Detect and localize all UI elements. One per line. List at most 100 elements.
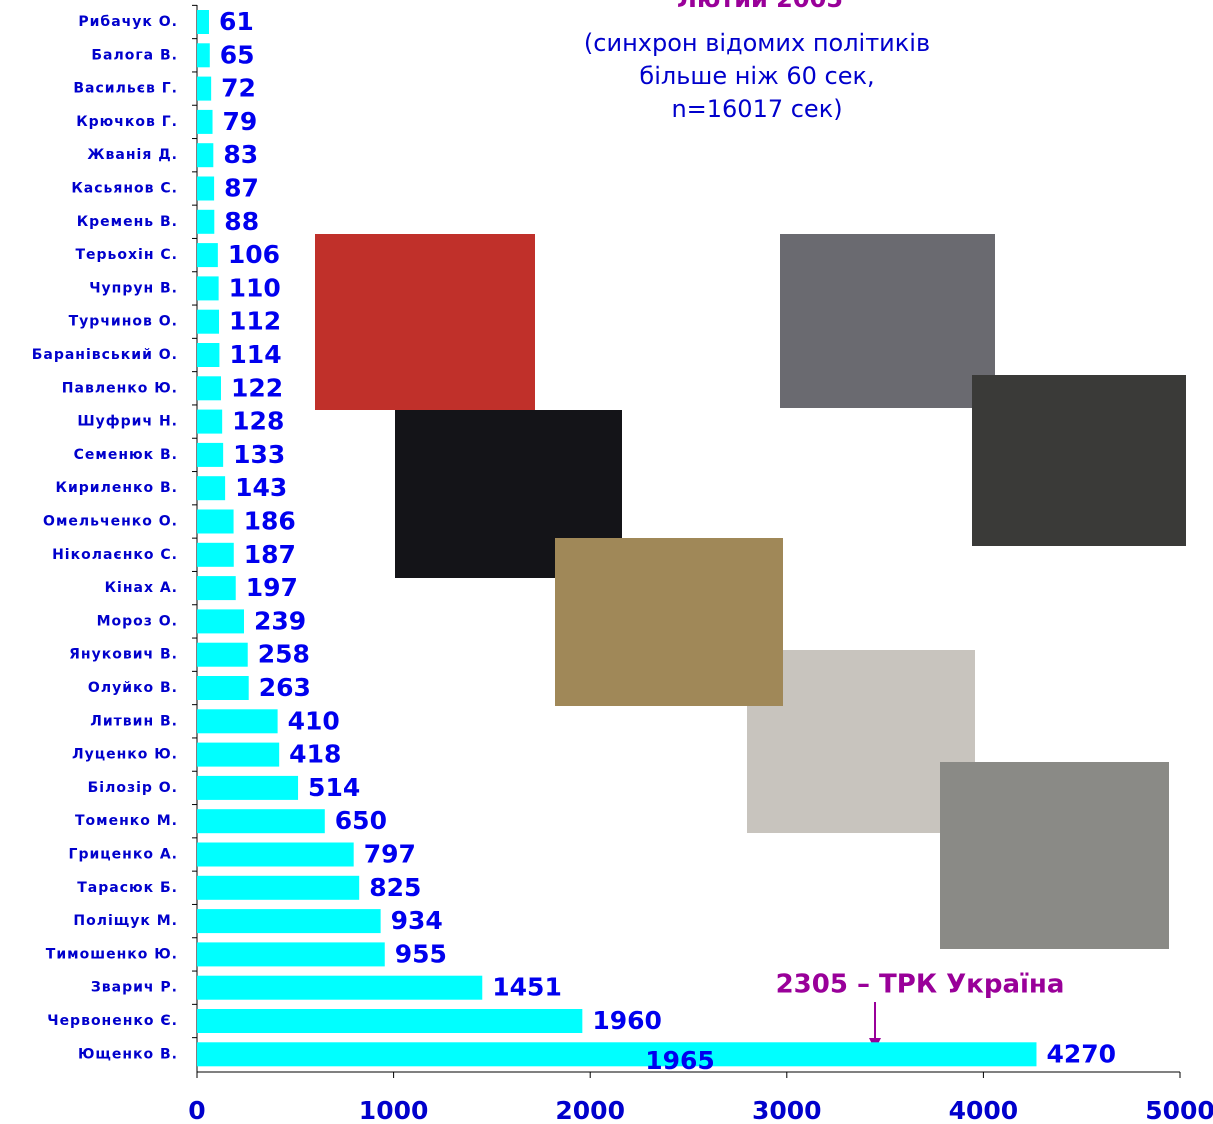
value-label: 955 bbox=[395, 939, 447, 968]
subtitle: більше ніж 60 сек, bbox=[639, 62, 874, 90]
photo bbox=[747, 650, 975, 833]
value-label: 186 bbox=[244, 507, 296, 536]
value-label: 797 bbox=[364, 840, 416, 869]
bar bbox=[197, 676, 249, 700]
bar bbox=[197, 209, 215, 234]
bar bbox=[197, 1009, 583, 1033]
y-tick-label: Ющенко В. bbox=[78, 1046, 178, 1062]
y-tick-label: Зварич Р. bbox=[91, 980, 178, 996]
value-label: 258 bbox=[258, 640, 310, 669]
bar bbox=[197, 975, 483, 1000]
bar bbox=[197, 276, 219, 301]
bar bbox=[197, 376, 221, 401]
value-label: 87 bbox=[224, 174, 259, 203]
bar bbox=[197, 143, 214, 168]
y-tick-label: Балога В. bbox=[91, 47, 178, 63]
value-label: 1451 bbox=[492, 973, 562, 1002]
bar bbox=[197, 76, 212, 101]
y-tick-label: Янукович В. bbox=[69, 647, 178, 663]
value-label: 239 bbox=[254, 606, 306, 635]
value-label: 65 bbox=[220, 40, 255, 69]
bar bbox=[197, 442, 224, 467]
x-tick-label: 5000 bbox=[1145, 1096, 1213, 1124]
y-tick-label: Поліщук М. bbox=[73, 913, 178, 929]
y-tick-label: Червоненко Є. bbox=[47, 1013, 178, 1029]
bar bbox=[197, 343, 220, 367]
value-label: 650 bbox=[335, 806, 387, 835]
y-tick-label: Семенюк В. bbox=[74, 447, 178, 463]
bar bbox=[197, 842, 354, 867]
y-tick-label: Кінах А. bbox=[105, 580, 178, 596]
value-label: 418 bbox=[289, 740, 341, 769]
y-tick-label: Тимошенко Ю. bbox=[46, 946, 178, 962]
value-label: 128 bbox=[232, 407, 284, 436]
y-tick-label: Васильєв Г. bbox=[73, 81, 178, 97]
y-tick-label: Баранівський О. bbox=[32, 347, 178, 363]
bar bbox=[197, 775, 299, 800]
value-label: 263 bbox=[259, 673, 311, 702]
value-label: 72 bbox=[221, 74, 256, 103]
value-label: 83 bbox=[223, 140, 258, 169]
value-label: 4270 bbox=[1046, 1039, 1116, 1068]
value-label: 514 bbox=[308, 773, 360, 802]
bar bbox=[197, 576, 236, 601]
y-tick-label: Литвин В. bbox=[90, 713, 178, 729]
y-tick-label: Павленко Ю. bbox=[62, 380, 178, 396]
bar bbox=[197, 542, 234, 567]
bar bbox=[197, 742, 280, 767]
photo bbox=[940, 762, 1169, 949]
subtitle: (синхрон відомих політиків bbox=[584, 29, 930, 57]
value-label: 61 bbox=[219, 7, 254, 36]
bar bbox=[197, 10, 209, 34]
x-tick-label: 3000 bbox=[752, 1096, 822, 1124]
bar bbox=[197, 909, 381, 934]
x-tick-label: 2000 bbox=[555, 1096, 625, 1124]
y-tick-label: Олуйко В. bbox=[88, 680, 178, 696]
value-label: 122 bbox=[231, 373, 283, 402]
bar bbox=[197, 476, 226, 501]
y-tick-label: Гриценко А. bbox=[69, 847, 178, 863]
y-tick-label: Чупрун В. bbox=[89, 280, 178, 296]
bar bbox=[197, 709, 278, 734]
value-label: 197 bbox=[246, 573, 298, 602]
value-label: 88 bbox=[224, 207, 259, 236]
value-label: 133 bbox=[233, 440, 285, 469]
y-tick-label: Мороз О. bbox=[97, 613, 178, 629]
value-label: 79 bbox=[223, 107, 258, 136]
x-tick-label: 0 bbox=[188, 1096, 205, 1124]
bar bbox=[197, 942, 385, 967]
value-label: 143 bbox=[235, 473, 287, 502]
x-tick-label: 4000 bbox=[949, 1096, 1019, 1124]
photo bbox=[780, 234, 995, 408]
y-tick-label: Омельченко О. bbox=[43, 514, 178, 530]
value-label: 112 bbox=[229, 307, 281, 336]
bar bbox=[197, 509, 234, 534]
y-tick-label: Кириленко В. bbox=[56, 480, 179, 496]
annotation: 2305 – ТРК Україна bbox=[776, 970, 1065, 1000]
y-tick-label: Крючков Г. bbox=[76, 114, 178, 130]
photo bbox=[555, 538, 783, 706]
y-tick-label: Турчинов О. bbox=[69, 314, 178, 330]
bar bbox=[197, 109, 213, 134]
value-label: 934 bbox=[391, 906, 443, 935]
subtitle: n=16017 сек) bbox=[671, 95, 842, 123]
value-label: 110 bbox=[229, 273, 281, 302]
bar bbox=[197, 1042, 1037, 1067]
bar bbox=[197, 409, 223, 434]
y-tick-label: Рибачук О. bbox=[78, 14, 178, 30]
y-tick-label: Кремень В. bbox=[77, 214, 178, 230]
value-label: 114 bbox=[229, 340, 281, 369]
bar bbox=[197, 243, 218, 268]
bar bbox=[197, 43, 210, 68]
bar bbox=[197, 809, 325, 834]
bar bbox=[197, 642, 248, 667]
y-tick-label: Шуфрич Н. bbox=[77, 414, 178, 430]
y-tick-label: Терьохін С. bbox=[75, 247, 178, 263]
y-tick-label: Луценко Ю. bbox=[72, 747, 178, 763]
value-label: 410 bbox=[288, 706, 340, 735]
y-tick-label: Томенко М. bbox=[75, 813, 178, 829]
value-label: 1960 bbox=[592, 1006, 662, 1035]
value-label: 825 bbox=[369, 873, 421, 902]
chart-title: Лютий 2005 bbox=[677, 0, 843, 13]
bar bbox=[197, 609, 244, 634]
